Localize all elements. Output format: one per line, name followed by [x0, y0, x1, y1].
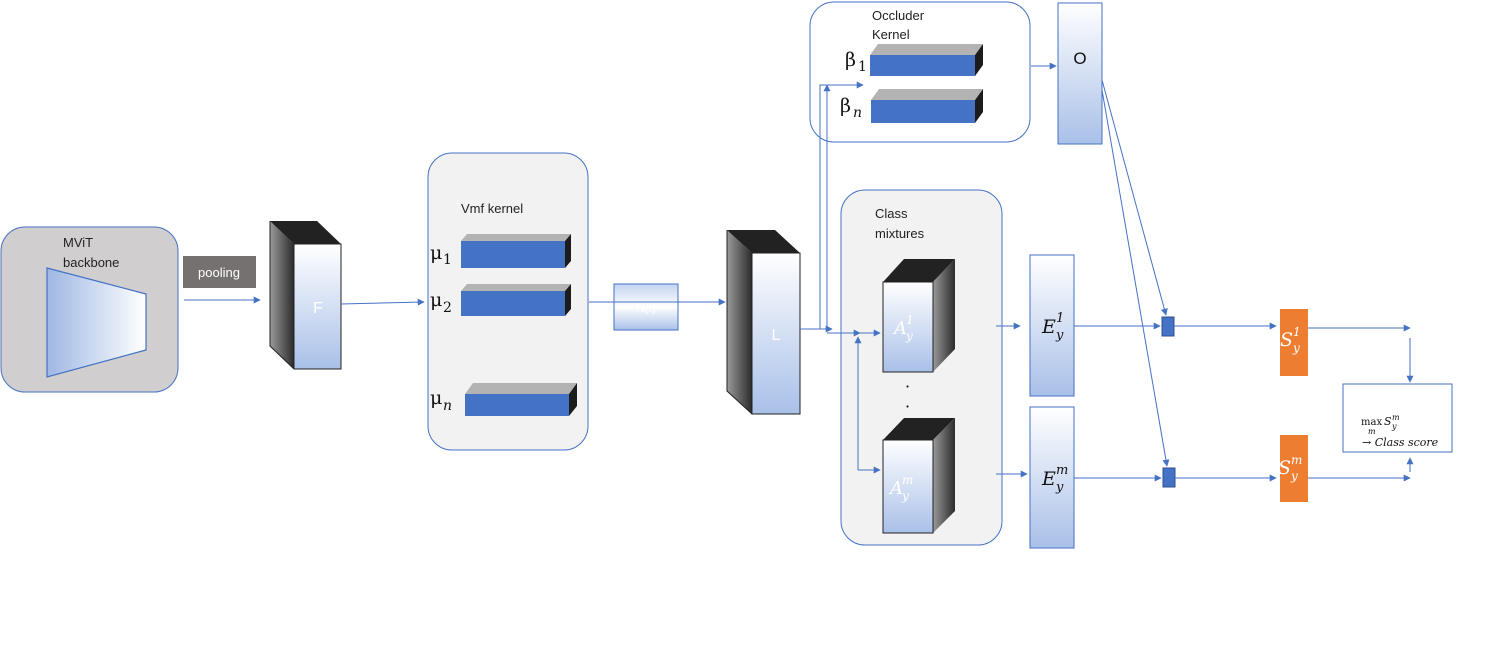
output-max-text: max — [1361, 417, 1382, 428]
mixture-dots-2: · — [905, 397, 910, 416]
backbone-title-line1: MViT — [63, 235, 93, 250]
pooling-label: pooling — [198, 265, 240, 280]
evidence-m-subscript: y — [1055, 480, 1064, 495]
mixture-1-subscript: y — [905, 329, 913, 343]
vmf-kernel-1-subscript: 1 — [443, 252, 452, 268]
pooling-box: pooling — [183, 256, 256, 288]
backbone-block: MViT backbone — [0, 226, 179, 393]
evidence-box-m: E m y — [1029, 406, 1075, 549]
vmf-kernel-2-symbol: μ — [430, 289, 442, 311]
class-mixtures-title-line1: Class — [875, 206, 908, 221]
likelihood-block: L — [726, 230, 801, 415]
output-max-symbol-sub: y — [1391, 422, 1397, 431]
mixture-1-superscript: 1 — [906, 313, 914, 327]
connectors — [184, 62, 1414, 482]
score-1-subscript: y — [1292, 341, 1300, 355]
occluder-kernel-panel: Occluder Kernel β 1 β n — [809, 1, 1031, 143]
occluder-kernel-n-subscript: n — [853, 105, 862, 121]
occluder-kernel-1-subscript: 1 — [858, 59, 867, 75]
vmf-kernel-2-subscript: 2 — [443, 300, 452, 316]
evidence-box-1: E 1 y — [1029, 254, 1075, 397]
output-max-sub: m — [1368, 427, 1376, 436]
mixture-block-m: A m y — [882, 418, 955, 534]
normalize-box: N(.) — [613, 283, 679, 331]
vmf-kernel-1: μ 1 — [430, 234, 571, 268]
mixture-m-subscript: y — [901, 489, 909, 503]
arrow-to-occluder — [819, 81, 864, 329]
vmf-title: Vmf kernel — [461, 201, 523, 216]
backbone-title-line2: backbone — [63, 255, 119, 270]
score-m-subscript: y — [1290, 469, 1298, 483]
occluder-kernel-1: β 1 — [845, 44, 983, 76]
arrow-o-to-node-1 — [1101, 79, 1168, 316]
occluder-title-line2: Kernel — [872, 27, 910, 42]
evidence-1-subscript: y — [1055, 328, 1064, 343]
mixture-dots-1: · — [905, 377, 910, 396]
likelihood-label: L — [772, 327, 781, 344]
occluder-kernel-n: β n — [840, 89, 983, 123]
output-result: → Class score — [1362, 436, 1439, 449]
combine-node-1 — [1161, 316, 1175, 337]
output-max-symbol: S — [1384, 415, 1392, 428]
score-box-m: S m y — [1278, 435, 1308, 502]
occluder-title-line1: Occluder — [872, 8, 925, 23]
occluder-kernel-n-symbol: β — [840, 95, 851, 117]
arrow-f-to-vmf — [340, 298, 425, 306]
feature-block: F — [269, 221, 342, 370]
evidence-m-superscript: m — [1056, 463, 1068, 478]
mixture-m-symbol: A — [888, 478, 903, 499]
vmf-kernel-1-symbol: μ — [430, 242, 442, 264]
vmf-kernel-2: μ 2 — [430, 284, 571, 316]
normalize-label: N(.) — [636, 301, 656, 315]
score-m-superscript: m — [1291, 453, 1302, 467]
vmf-kernel-panel: Vmf kernel μ 1 μ 2 μ n — [427, 152, 589, 451]
vmf-kernel-n-subscript: n — [443, 398, 452, 414]
vmf-kernel-n: μ n — [430, 383, 577, 416]
backbone-trapezoid-icon — [46, 267, 147, 378]
score-box-1: S 1 y — [1280, 309, 1308, 376]
class-mixtures-panel: Class mixtures A 1 y · · · A m y — [840, 189, 1003, 546]
feature-label: F — [313, 300, 323, 317]
combine-node-m — [1162, 467, 1176, 488]
evidence-m-symbol: E — [1041, 468, 1056, 490]
mixture-m-superscript: m — [902, 473, 913, 487]
score-m-symbol: S — [1278, 457, 1291, 479]
occluder-kernel-1-symbol: β — [845, 49, 856, 71]
evidence-1-symbol: E — [1041, 316, 1056, 338]
vmf-kernel-n-symbol: μ — [430, 387, 442, 409]
evidence-1-superscript: 1 — [1056, 311, 1064, 326]
output-max-symbol-sup: m — [1392, 413, 1400, 422]
arrow-o-to-node-m — [1101, 89, 1170, 467]
occluder-score-box: O — [1057, 2, 1103, 145]
mixture-1-symbol: A — [892, 318, 907, 339]
occluder-score-label: O — [1073, 49, 1086, 68]
score-1-symbol: S — [1280, 329, 1293, 351]
mixture-block-1: A 1 y — [882, 259, 955, 373]
score-1-superscript: 1 — [1293, 325, 1301, 339]
class-mixtures-title-line2: mixtures — [875, 226, 925, 241]
class-score-box: max m S m y → Class score — [1342, 383, 1453, 453]
